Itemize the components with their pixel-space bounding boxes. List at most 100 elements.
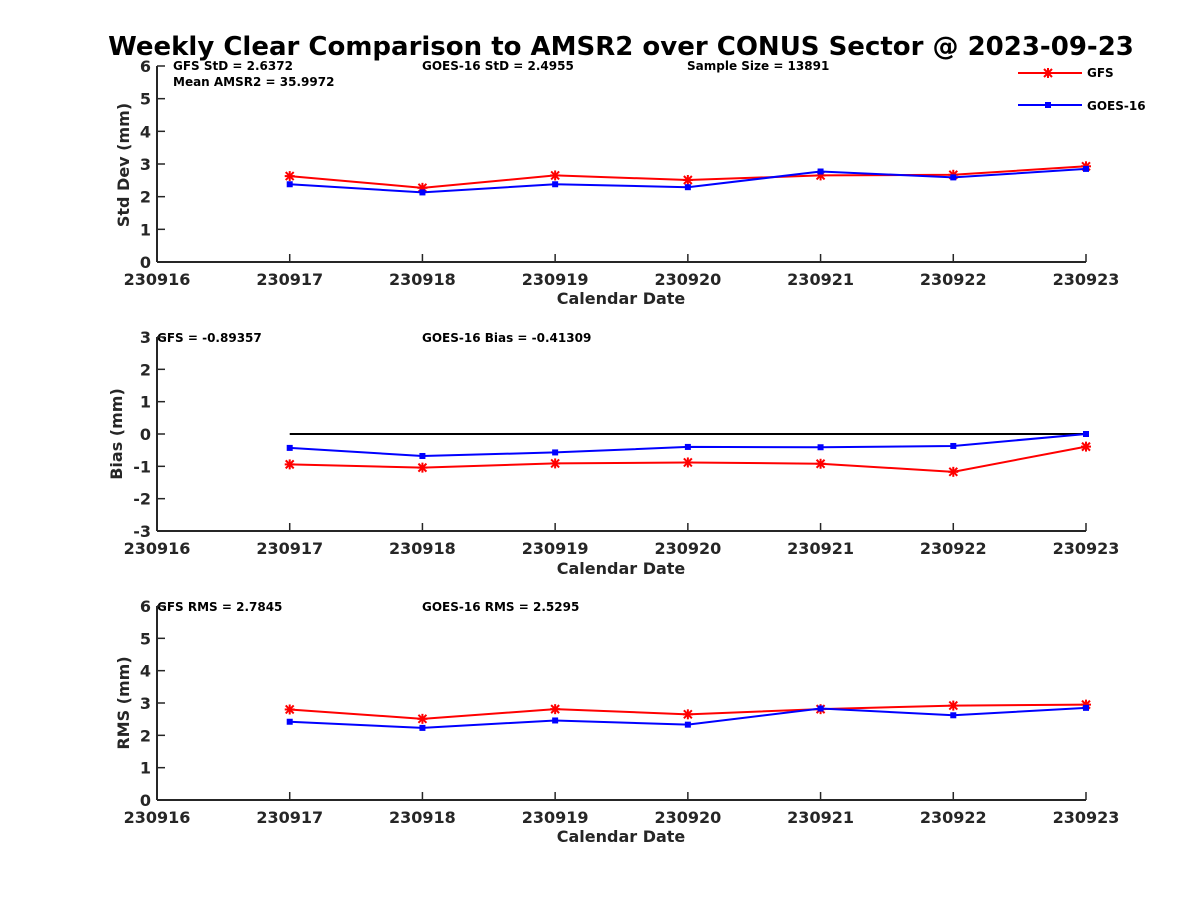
gfs-point: [550, 170, 561, 181]
goes-16-point: [552, 449, 559, 456]
y-tick-label: 0: [140, 791, 151, 810]
y-tick-label: 0: [140, 425, 151, 444]
y-tick-label: 2: [140, 188, 151, 207]
gfs-point: [284, 704, 295, 715]
x-tick-label: 230917: [256, 808, 323, 827]
y-tick-label: -2: [133, 490, 151, 509]
x-tick-label: 230923: [1053, 808, 1120, 827]
goes-16-point: [950, 174, 957, 181]
x-tick-label: 230920: [654, 539, 721, 558]
y-tick-label: -3: [133, 522, 151, 541]
y-tick-label: 6: [140, 597, 151, 616]
legend-gfs-marker: [1043, 68, 1053, 78]
goes-16-point: [419, 189, 426, 196]
y-tick-label: 3: [140, 155, 151, 174]
gfs-point: [417, 462, 428, 473]
legend-goes-label: GOES-16: [1087, 99, 1146, 113]
panel-bias: GFS = -0.89357 GOES-16 Bias = -0.41309 C…: [107, 328, 1119, 578]
gfs-point: [948, 466, 959, 477]
x-tick-label: 230918: [389, 270, 456, 289]
goes-16-point: [1083, 165, 1089, 172]
x-tick-label: 230920: [654, 808, 721, 827]
x-tick-label: 230923: [1053, 539, 1120, 558]
annotation-sample-size: Sample Size = 13891: [687, 59, 829, 73]
annotation-goes-rms: GOES-16 RMS = 2.5295: [422, 600, 579, 614]
x-tick-label: 230916: [124, 539, 191, 558]
x-tick-label: 230923: [1053, 270, 1120, 289]
panel-rms: GFS RMS = 2.7845 GOES-16 RMS = 2.5295 Ca…: [114, 597, 1119, 846]
x-tick-label: 230921: [787, 808, 854, 827]
x-tick-label: 230918: [389, 808, 456, 827]
goes-16-point: [817, 168, 824, 175]
y-tick-label: 4: [140, 122, 151, 141]
goes-16-point: [1083, 431, 1089, 437]
goes-16-point: [419, 724, 426, 731]
x-axis-label: Calendar Date: [557, 827, 686, 846]
gfs-point: [1081, 441, 1091, 452]
y-tick-label: 4: [140, 662, 151, 681]
x-tick-label: 230922: [920, 270, 987, 289]
x-tick-label: 230917: [256, 270, 323, 289]
y-tick-label: 6: [140, 57, 151, 76]
x-axis-label: Calendar Date: [557, 289, 686, 308]
x-tick-label: 230916: [124, 808, 191, 827]
gfs-point: [815, 170, 826, 181]
goes-16-point: [684, 443, 691, 450]
x-tick-label: 230916: [124, 270, 191, 289]
x-tick-label: 230919: [522, 539, 589, 558]
panel-std-dev: GFS StD = 2.6372 GOES-16 StD = 2.4955 Sa…: [114, 57, 1119, 308]
x-tick-label: 230922: [920, 539, 987, 558]
annotation-gfs-std: GFS StD = 2.6372: [173, 59, 293, 73]
goes-16-point: [817, 444, 824, 451]
legend-goes-marker: [1045, 102, 1051, 108]
y-tick-label: 3: [140, 694, 151, 713]
gfs-point: [284, 171, 295, 182]
goes-16-point: [286, 444, 293, 451]
y-axis-label: Std Dev (mm): [114, 103, 133, 227]
y-tick-label: 3: [140, 328, 151, 347]
gfs-point: [550, 704, 561, 715]
x-tick-label: 230920: [654, 270, 721, 289]
annotation-goes-bias: GOES-16 Bias = -0.41309: [422, 331, 591, 345]
annotation-mean-amsr2: Mean AMSR2 = 35.9972: [173, 75, 334, 89]
goes-16-point: [552, 717, 559, 724]
gfs-point: [682, 457, 693, 468]
y-tick-label: 2: [140, 726, 151, 745]
goes-16-point: [286, 181, 293, 188]
y-tick-label: -1: [133, 457, 151, 476]
annotation-gfs-bias: GFS = -0.89357: [157, 331, 262, 345]
y-tick-label: 5: [140, 629, 151, 648]
gfs-point: [682, 709, 693, 720]
goes-16-point: [552, 181, 559, 188]
gfs-point: [682, 175, 693, 186]
gfs-point: [948, 700, 959, 711]
figure-title: Weekly Clear Comparison to AMSR2 over CO…: [108, 32, 1134, 62]
y-axis-label: RMS (mm): [114, 656, 133, 749]
goes-16-point: [684, 721, 691, 728]
goes-16-point: [286, 718, 293, 725]
y-tick-label: 1: [140, 759, 151, 778]
gfs-point: [550, 458, 561, 469]
legend: GFS GOES-16: [1018, 66, 1146, 113]
y-tick-label: 1: [140, 393, 151, 412]
y-tick-label: 5: [140, 90, 151, 109]
y-tick-label: 0: [140, 253, 151, 272]
x-tick-label: 230917: [256, 539, 323, 558]
goes-16-point: [684, 184, 691, 191]
annotation-gfs-rms: GFS RMS = 2.7845: [157, 600, 282, 614]
goes-16-point: [1083, 704, 1089, 711]
legend-gfs-label: GFS: [1087, 66, 1114, 80]
y-tick-label: 2: [140, 360, 151, 379]
annotation-goes-std: GOES-16 StD = 2.4955: [422, 59, 574, 73]
gfs-point: [815, 458, 826, 469]
x-tick-label: 230921: [787, 270, 854, 289]
x-tick-label: 230919: [522, 270, 589, 289]
y-tick-label: 1: [140, 220, 151, 239]
goes-16-point: [950, 442, 957, 449]
x-tick-label: 230919: [522, 808, 589, 827]
goes-16-point: [817, 705, 824, 712]
y-axis-label: Bias (mm): [107, 388, 126, 480]
x-axis-label: Calendar Date: [557, 559, 686, 578]
gfs-point: [284, 459, 295, 470]
